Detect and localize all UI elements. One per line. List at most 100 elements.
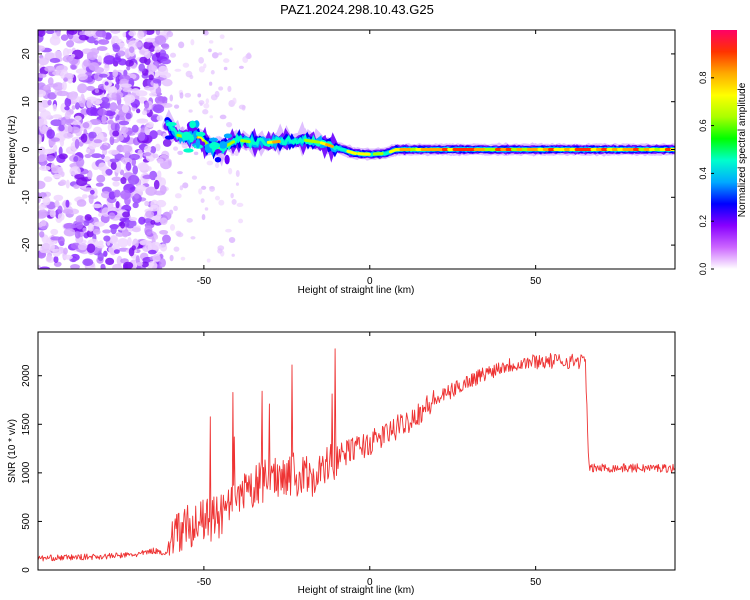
noise-blob xyxy=(206,258,211,263)
noise-blob xyxy=(61,81,67,91)
noise-blob xyxy=(62,209,74,214)
noise-blob xyxy=(50,236,62,241)
noise-blob xyxy=(60,34,69,41)
noise-blob xyxy=(69,166,81,177)
noise-blob xyxy=(82,227,87,232)
noise-blob xyxy=(99,144,109,151)
noise-blob xyxy=(116,134,124,142)
noise-blob xyxy=(176,232,184,238)
noise-blob xyxy=(182,182,189,189)
noise-blob xyxy=(150,220,156,225)
noise-blob xyxy=(219,34,225,40)
noise-blob xyxy=(235,170,240,177)
noise-blob xyxy=(128,153,140,161)
noise-blob xyxy=(52,173,62,179)
noise-blob xyxy=(74,173,85,180)
noise-blob xyxy=(114,122,120,133)
noise-blob xyxy=(128,217,138,222)
noise-blob xyxy=(229,47,233,51)
noise-blob xyxy=(142,174,154,179)
noise-blob xyxy=(159,217,168,225)
noise-blob xyxy=(46,154,55,162)
noise-blob xyxy=(173,246,180,252)
noise-blob xyxy=(74,115,82,121)
x-tick-label: 50 xyxy=(530,276,542,287)
noise-blob xyxy=(179,92,184,99)
ridge-lobe xyxy=(189,120,196,129)
noise-blob xyxy=(49,57,61,64)
noise-blob xyxy=(47,77,54,86)
noise-blob xyxy=(38,30,46,37)
noise-blob xyxy=(87,223,94,232)
noise-blob xyxy=(66,92,76,100)
noise-blob xyxy=(156,129,163,136)
noise-blob xyxy=(131,88,140,94)
noise-blob xyxy=(144,37,156,43)
noise-blob xyxy=(70,64,77,70)
spectrogram-ridge xyxy=(161,109,675,167)
noise-blob xyxy=(71,105,76,110)
noise-blob xyxy=(42,86,51,91)
noise-blob xyxy=(73,155,79,162)
noise-blob xyxy=(63,247,68,255)
noise-blob xyxy=(38,45,46,52)
noise-blob xyxy=(51,165,61,174)
noise-blob xyxy=(202,109,209,115)
noise-blob xyxy=(109,135,115,146)
noise-blob xyxy=(100,191,111,199)
noise-blob xyxy=(88,62,100,71)
noise-blob xyxy=(156,158,164,164)
noise-blob xyxy=(144,85,155,91)
noise-blob xyxy=(153,104,165,114)
noise-blob xyxy=(144,151,152,157)
noise-blob xyxy=(139,239,152,246)
ridge-hot-segment xyxy=(346,149,358,155)
noise-blob xyxy=(123,94,136,104)
noise-blob xyxy=(118,120,130,126)
noise-blob xyxy=(173,146,179,151)
noise-blob xyxy=(117,238,129,248)
noise-blob xyxy=(110,30,121,34)
noise-blob xyxy=(52,114,63,119)
noise-blob xyxy=(96,46,108,52)
noise-blob xyxy=(86,52,93,58)
noise-blob xyxy=(157,65,169,76)
noise-blob xyxy=(64,97,72,108)
x-tick-label: -50 xyxy=(197,276,212,287)
noise-blob xyxy=(97,39,110,45)
noise-blob xyxy=(143,218,153,224)
ridge-lobe xyxy=(181,131,192,141)
noise-blob xyxy=(38,196,41,204)
noise-blob xyxy=(85,148,91,154)
noise-blob xyxy=(147,243,152,253)
noise-blob xyxy=(198,66,205,73)
y-tick-label: 0 xyxy=(21,146,32,152)
noise-blob xyxy=(92,228,101,235)
noise-blob xyxy=(84,30,95,37)
noise-blob xyxy=(141,110,148,116)
noise-blob xyxy=(105,257,115,266)
noise-blob xyxy=(155,199,167,208)
noise-blob xyxy=(148,74,154,81)
noise-blob xyxy=(174,68,182,72)
noise-blob xyxy=(152,215,162,223)
noise-blob xyxy=(118,42,125,48)
noise-blob xyxy=(89,118,102,125)
noise-blob xyxy=(66,48,73,54)
noise-blob xyxy=(41,242,51,251)
noise-blob xyxy=(214,162,220,168)
noise-blob xyxy=(95,182,104,187)
noise-blob xyxy=(238,218,244,224)
noise-blob xyxy=(120,144,133,154)
noise-blob xyxy=(188,109,193,113)
noise-blob xyxy=(63,77,68,82)
noise-blob xyxy=(137,131,146,141)
noise-blob xyxy=(211,52,219,59)
noise-blob xyxy=(148,249,157,255)
noise-blob xyxy=(111,92,117,100)
noise-blob xyxy=(147,260,158,269)
snr-frame xyxy=(37,331,676,571)
noise-blob xyxy=(178,41,185,49)
noise-blob xyxy=(38,204,46,211)
noise-blob xyxy=(155,30,161,36)
